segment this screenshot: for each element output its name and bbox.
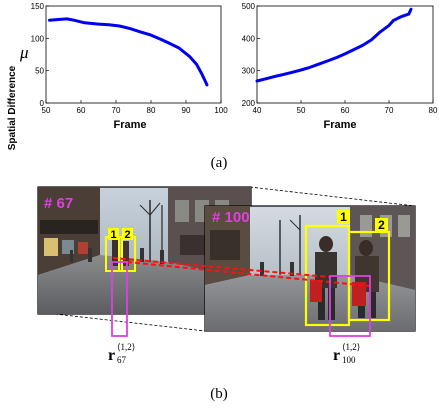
y-tick-label: 200 [242,99,256,108]
caption-a: (a) [211,155,228,171]
series-line-right [255,7,413,83]
box-label-1: 1 [110,229,116,241]
caption-b: (b) [210,386,228,402]
chart-spatial-difference-left: Spatial Difference μ 50 60 70 80 90 100050100… [7,2,228,150]
x-tick-label: 70 [112,106,121,115]
x-axis-label: Frame [323,119,356,131]
track-line-1 [112,257,331,278]
series-line-left [48,17,209,87]
svg-text:⟨1,2⟩: ⟨1,2⟩ [117,342,135,352]
x-tick-label: 60 [341,106,350,115]
x-tick-label: 50 [42,106,51,115]
photo-frame-67: # 67 1 2 [37,186,252,315]
y-tick-label: 100 [31,34,45,43]
plot-frame-left [45,5,222,104]
y-axis-label: Spatial Difference [7,65,18,150]
box-label-2: 2 [378,218,385,232]
svg-text:r: r [108,347,115,364]
x-tick-label: 70 [385,106,394,115]
vector-bracket-100 [329,275,371,337]
vector-label-100: r ⟨1,2⟩ 100 [333,342,360,365]
x-tick-label: 100 [214,106,228,115]
x-tick-label: 90 [182,106,191,115]
y-tick-label: 150 [31,2,45,11]
y-tick-label: 400 [242,34,256,43]
frame-number-label: # 100 [212,209,250,226]
x-axis-label: Frame [113,119,146,131]
chart-spatial-difference-right: 40 50 60 70 80 200 300 400 500 Frame [242,2,438,131]
y-tick-label: 300 [242,67,256,76]
x-tick-label: 80 [429,106,438,115]
svg-text:100: 100 [342,355,356,365]
frame-number-label: # 67 [44,195,73,212]
svg-text:67: 67 [117,355,127,365]
svg-text:⟨1,2⟩: ⟨1,2⟩ [342,342,360,352]
x-tick-label: 50 [297,106,306,115]
x-tick-label: 80 [147,106,156,115]
x-tick-label: 60 [77,106,86,115]
box-label-1: 1 [340,210,347,224]
tick-group-right: 40 50 60 70 80 200 300 400 500 [242,2,438,115]
photo-frame-100: # 100 1 2 [204,205,416,332]
zoom-guide-bottom [54,313,206,332]
y-tick-label: 50 [35,67,44,76]
vector-bracket-67 [111,261,128,337]
y-tick-label: 0 [40,99,45,108]
zoom-guide-top [249,186,416,207]
y-tick-label: 500 [242,2,256,11]
box-label-2: 2 [124,229,130,241]
vector-label-67: r ⟨1,2⟩ 67 [108,342,135,365]
y-axis-symbol: μ [19,43,29,62]
x-tick-label: 40 [253,106,262,115]
svg-text:r: r [333,347,340,364]
